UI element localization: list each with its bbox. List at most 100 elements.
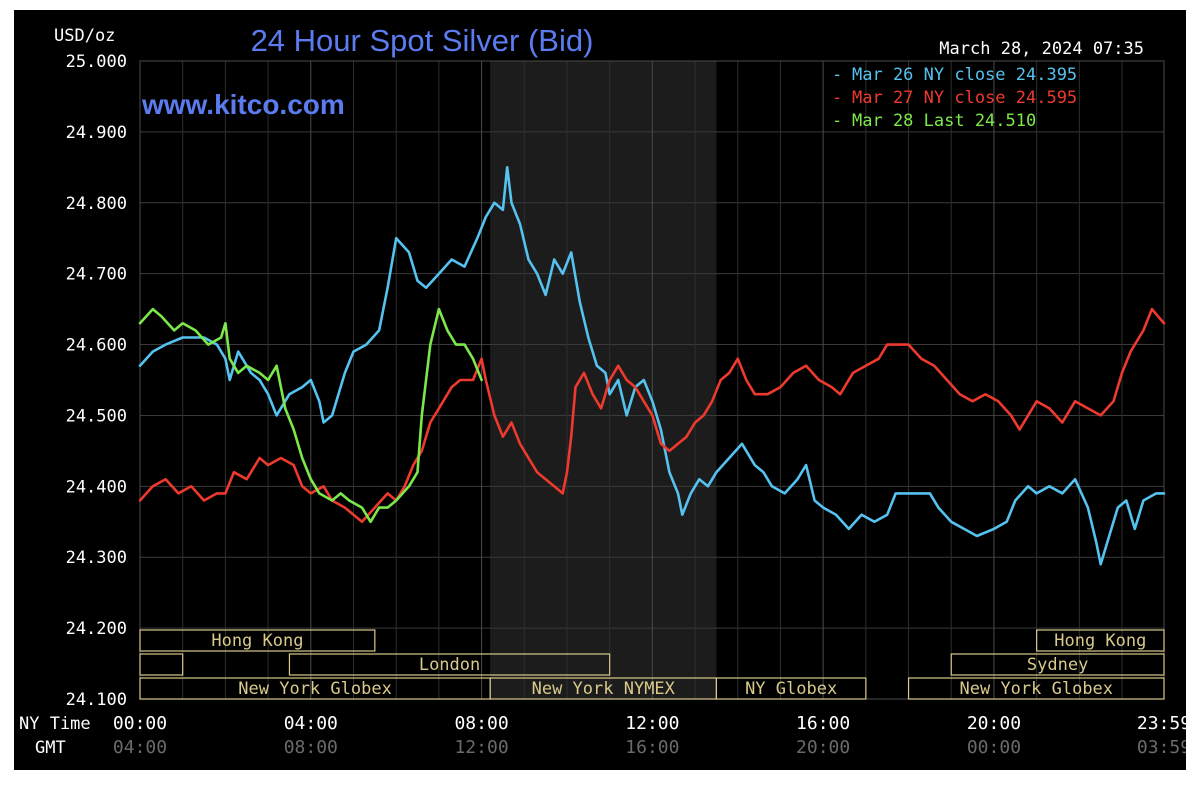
data-point <box>378 329 381 332</box>
data-point <box>660 442 662 445</box>
data-point <box>527 457 530 459</box>
data-point <box>493 414 496 417</box>
data-point <box>480 379 483 381</box>
data-point <box>1112 400 1115 403</box>
data-point <box>331 414 334 417</box>
data-point <box>574 386 577 388</box>
data-point <box>177 492 180 495</box>
data-point <box>267 464 269 466</box>
session-bar <box>907 677 1165 700</box>
data-point <box>1125 499 1128 502</box>
data-point <box>386 492 389 495</box>
data-point <box>698 478 701 481</box>
data-point <box>519 442 521 445</box>
session-label: Hong Kong <box>1054 631 1146 651</box>
data-point <box>561 492 564 495</box>
x-tick-label-gmt: 16:00 <box>625 737 679 758</box>
data-point <box>344 506 346 509</box>
data-point <box>660 428 662 431</box>
data-point <box>1035 400 1038 403</box>
data-point <box>318 492 321 495</box>
data-point <box>907 343 910 346</box>
data-point <box>877 357 880 360</box>
data-point <box>459 379 462 381</box>
data-point <box>527 258 530 261</box>
data-point <box>651 414 654 417</box>
data-point <box>1014 499 1017 502</box>
x-tick-label-ny: 08:00 <box>454 713 508 734</box>
data-point <box>416 279 419 282</box>
data-point <box>139 499 141 502</box>
data-point <box>822 506 825 509</box>
data-point <box>946 379 948 381</box>
data-point <box>907 492 910 495</box>
data-point <box>437 272 440 275</box>
data-point <box>839 393 842 396</box>
data-point <box>583 372 585 374</box>
data-point <box>173 329 176 332</box>
x-tick-label-ny: 00:00 <box>113 713 167 734</box>
data-point <box>369 520 372 523</box>
data-point <box>689 492 692 495</box>
legend-mar-28: Mar 28 Last 24.510 <box>852 111 1036 131</box>
data-point <box>233 471 235 474</box>
data-point <box>668 449 671 452</box>
x-tick-label-ny: 04:00 <box>284 713 338 734</box>
data-point <box>933 364 936 367</box>
data-point <box>292 464 295 466</box>
data-point <box>331 499 334 502</box>
data-point <box>745 379 748 381</box>
chart-frame: Hong Kong Hong Kong London Sydney New York G… <box>14 10 1186 770</box>
data-point <box>480 357 483 360</box>
legend-dash-mar-26: - <box>832 65 842 85</box>
series-line-0 <box>138 166 1166 566</box>
data-point <box>237 350 240 353</box>
data-point <box>1048 407 1051 410</box>
data-point <box>984 393 987 396</box>
y-tick-label: 24.100 <box>66 690 127 710</box>
data-point <box>429 421 432 424</box>
x-tick-label-ny: 20:00 <box>967 713 1021 734</box>
data-point <box>651 400 654 403</box>
chart-title: 24 Hour Spot Silver (Bid) <box>251 23 594 58</box>
data-point <box>361 506 363 509</box>
data-point <box>937 506 940 509</box>
spot-silver-chart: Hong Kong Hong Kong London Sydney New York G… <box>14 10 1186 770</box>
data-point <box>190 485 193 488</box>
x-tick-label-gmt: 20:00 <box>796 737 850 758</box>
session-bar <box>1036 629 1165 652</box>
x-tick-label-ny: 23:59 <box>1137 713 1186 734</box>
data-point <box>561 272 564 275</box>
data-point <box>425 286 427 289</box>
data-point <box>617 364 620 367</box>
session-label: Hong Kong <box>211 631 303 651</box>
data-point <box>215 343 218 346</box>
data-point <box>753 393 756 396</box>
data-point <box>544 478 547 481</box>
data-point <box>1116 506 1119 509</box>
data-point <box>1151 308 1153 311</box>
data-point <box>420 414 423 417</box>
data-point <box>373 506 376 509</box>
data-point <box>403 485 406 488</box>
data-point <box>835 513 837 516</box>
data-point <box>472 379 474 381</box>
data-point <box>151 308 154 311</box>
data-point <box>151 485 154 488</box>
data-point <box>344 372 346 374</box>
data-point <box>805 464 807 466</box>
data-point <box>1121 372 1123 374</box>
x-tick-label-gmt: 00:00 <box>967 737 1021 758</box>
data-point <box>958 393 961 396</box>
data-point <box>608 379 611 381</box>
x-tick-label-ny: 16:00 <box>796 713 850 734</box>
data-point <box>258 457 261 459</box>
data-point <box>711 400 714 403</box>
data-point <box>160 315 163 318</box>
data-point <box>753 464 756 466</box>
data-point <box>1061 492 1064 495</box>
data-point <box>604 372 607 374</box>
data-point <box>894 492 897 495</box>
data-point <box>1010 414 1012 417</box>
y-tick-label: 24.900 <box>66 123 127 143</box>
